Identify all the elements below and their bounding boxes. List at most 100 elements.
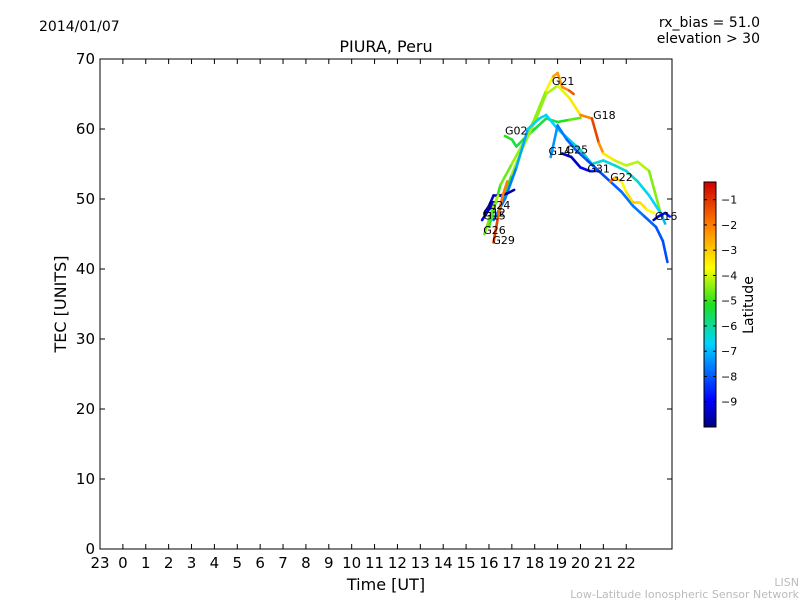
tec-segment bbox=[505, 188, 516, 195]
tec-segment bbox=[574, 148, 589, 162]
x-tick-label: 8 bbox=[301, 554, 311, 572]
series-g29 bbox=[492, 180, 509, 244]
tec-segment bbox=[567, 96, 582, 117]
tec-segment bbox=[597, 169, 612, 183]
x-tick-label: 23 bbox=[90, 554, 109, 572]
y-tick-label: 30 bbox=[76, 330, 95, 348]
tec-segment bbox=[544, 75, 555, 92]
sat-label-g02: G02 bbox=[505, 125, 528, 138]
colorbar-tick-label: −1 bbox=[721, 194, 737, 207]
y-tick-label: 0 bbox=[85, 540, 95, 558]
colorbar-tick-label: −4 bbox=[721, 269, 737, 282]
tec-segment bbox=[579, 113, 594, 120]
tec-segment bbox=[654, 225, 665, 243]
tec-segment bbox=[643, 215, 658, 229]
tec-segment bbox=[590, 159, 605, 166]
colorbar-tick-label: −3 bbox=[721, 244, 737, 257]
sat-label-g14: G14 bbox=[548, 145, 571, 158]
tec-segment bbox=[636, 160, 651, 173]
tec-segment bbox=[608, 180, 623, 194]
colorbar-ticks: −1 −2 −3 −4 −5 −6 −7 −8 −9 bbox=[704, 194, 737, 409]
tec-segment bbox=[661, 239, 669, 264]
colorbar-tick-label: −2 bbox=[721, 219, 737, 232]
tec-segment bbox=[510, 138, 518, 148]
tec-segment bbox=[515, 138, 525, 148]
y-tick-label: 70 bbox=[76, 50, 95, 68]
tec-segment bbox=[586, 159, 601, 173]
tec-segment bbox=[556, 118, 571, 124]
elevation-label: elevation > 30 bbox=[657, 31, 760, 47]
tec-segment bbox=[597, 141, 605, 155]
series-g25 bbox=[549, 124, 669, 264]
tec-segment bbox=[515, 127, 530, 169]
y-tick-label: 10 bbox=[76, 470, 95, 488]
tec-segment bbox=[565, 138, 578, 152]
sat-label-g25: G25 bbox=[566, 144, 589, 157]
tec-segment bbox=[570, 155, 582, 169]
tec-segment bbox=[620, 190, 635, 208]
colorbar-tick-label: −5 bbox=[721, 295, 737, 308]
y-tick-label: 50 bbox=[76, 190, 95, 208]
sat-label-g26: G26 bbox=[483, 224, 506, 237]
tec-segment bbox=[544, 84, 559, 96]
tec-segment bbox=[560, 152, 573, 159]
sat-label-g29: G29 bbox=[492, 234, 515, 247]
colorbar-tick-label: −9 bbox=[721, 396, 737, 409]
tec-segment bbox=[533, 117, 548, 131]
tec-segment bbox=[647, 194, 662, 215]
tec-segment bbox=[492, 215, 500, 244]
tec-segment bbox=[602, 152, 617, 162]
x-axis: 23 0 1 2 3 4 5 6 7 8 9 10 11 12 13 14 15 16 17 18 19 20 21 22 bbox=[90, 59, 636, 572]
chart-title: PIURA, Peru bbox=[339, 37, 432, 56]
tec-segment bbox=[647, 169, 662, 215]
x-tick-label: 13 bbox=[411, 554, 430, 572]
tec-segment bbox=[645, 208, 655, 215]
x-tick-label: 2 bbox=[164, 554, 174, 572]
x-tick-label: 12 bbox=[388, 554, 407, 572]
tec-segment bbox=[579, 166, 591, 173]
tec-segment bbox=[526, 117, 541, 131]
x-tick-label: 22 bbox=[617, 554, 636, 572]
tec-segment bbox=[501, 180, 509, 197]
date-label: 2014/01/07 bbox=[39, 19, 120, 35]
x-tick-label: 16 bbox=[479, 554, 498, 572]
colorbar-tick-label: −8 bbox=[721, 370, 737, 383]
tec-segment bbox=[483, 218, 491, 236]
y-tick-label: 20 bbox=[76, 400, 95, 418]
series-g31 bbox=[560, 152, 601, 173]
sat-label-g21: G21 bbox=[552, 75, 575, 88]
tec-segment bbox=[567, 116, 582, 122]
x-tick-label: 5 bbox=[233, 554, 243, 572]
sat-label-g24: G24 bbox=[488, 199, 511, 212]
colorbar-tick-label: −7 bbox=[721, 345, 737, 358]
x-tick-label: 1 bbox=[141, 554, 151, 572]
series-g22 bbox=[608, 176, 655, 215]
tec-segment bbox=[631, 204, 646, 218]
x-tick-label: 11 bbox=[365, 554, 384, 572]
sat-label-g15: G15 bbox=[483, 209, 506, 222]
credit-network: Low-Latitude Ionospheric Sensor Network bbox=[570, 588, 799, 600]
tec-segment bbox=[487, 204, 495, 222]
x-tick-label: 17 bbox=[502, 554, 521, 572]
colorbar-label: Latitude bbox=[741, 276, 757, 334]
sat-label-g18: G18 bbox=[593, 109, 616, 122]
x-tick-label: 15 bbox=[457, 554, 476, 572]
rx-bias-label: rx_bias = 51.0 bbox=[659, 15, 760, 31]
tec-segment bbox=[487, 201, 495, 211]
y-tick-label: 60 bbox=[76, 120, 95, 138]
tec-segment bbox=[549, 124, 559, 159]
y-axis-label: TEC [UNITS] bbox=[51, 256, 70, 354]
sat-label-g12: G12 bbox=[483, 207, 506, 220]
tec-segment bbox=[624, 190, 635, 204]
tec-segment bbox=[590, 117, 601, 145]
x-tick-label: 19 bbox=[548, 554, 567, 572]
x-tick-label: 9 bbox=[324, 554, 334, 572]
x-tick-label: 10 bbox=[342, 554, 361, 572]
tec-segment bbox=[567, 89, 575, 96]
tec-segment bbox=[533, 89, 548, 120]
tec-segment bbox=[556, 71, 564, 89]
sat-label-g22: G22 bbox=[610, 171, 633, 184]
plot-frame bbox=[99, 58, 673, 550]
tec-segment bbox=[613, 164, 628, 173]
